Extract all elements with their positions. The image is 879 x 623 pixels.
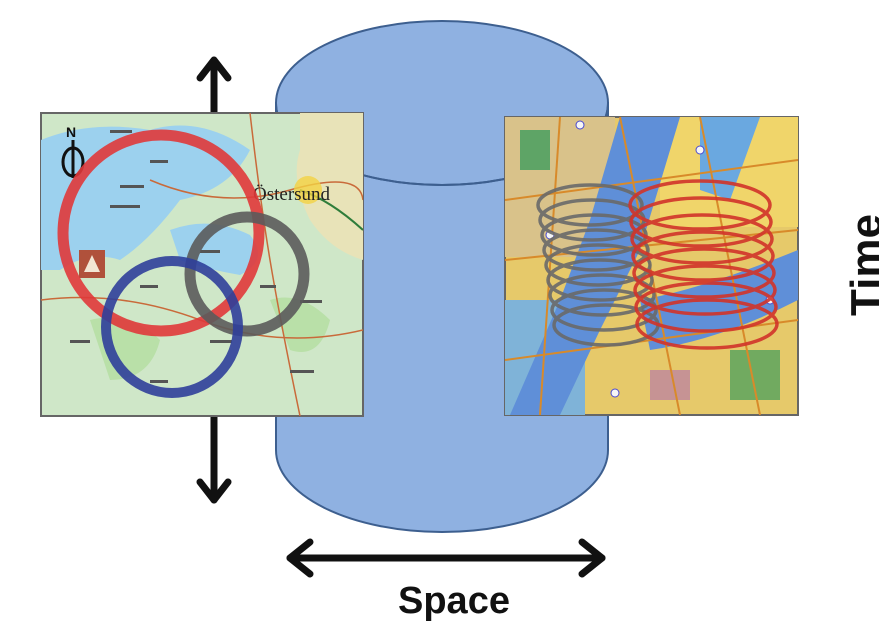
space-time-diagram: N Östersund xyxy=(40,20,799,578)
blue-region-circle xyxy=(101,256,243,398)
compass-letter: N xyxy=(66,124,76,140)
red-trajectory-spiral xyxy=(628,179,779,350)
gray-region-circle xyxy=(184,211,310,337)
space-axis-arrow xyxy=(286,538,606,578)
north-compass-icon: N xyxy=(61,124,85,178)
time-axis-label: Time xyxy=(842,214,879,316)
map-city-label: Östersund xyxy=(253,184,331,205)
red-region-circle xyxy=(57,129,265,337)
space-axis-label: Space xyxy=(398,580,510,622)
time-axis-arrow xyxy=(196,56,232,504)
